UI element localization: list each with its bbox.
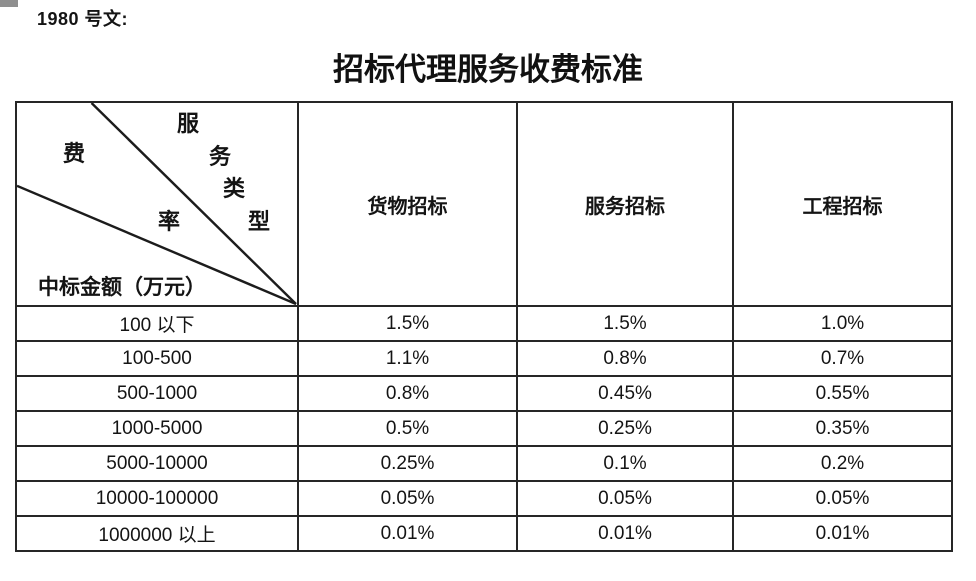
fee-standard-table: 服 务 类 型 费 率 中标金额（万元） 货物招标 服务招标 工程招标 100 … (15, 101, 953, 552)
corner-label-service-type-char: 务 (209, 144, 232, 169)
table-row: 100 以下 1.5% 1.5% 1.0% (15, 305, 953, 342)
rate-value-cell: 1.1% (297, 340, 518, 377)
corner-label-service-type-char: 服 (177, 111, 200, 136)
table-row: 1000-5000 0.5% 0.25% 0.35% (15, 410, 953, 447)
rate-value-cell: 0.01% (297, 515, 518, 552)
corner-label-bid-amount: 中标金额（万元） (38, 275, 206, 299)
corner-label-fee-rate-char: 费 (63, 141, 86, 166)
corner-cell-content: 服 务 类 型 费 率 中标金额（万元） (18, 104, 296, 304)
column-header-engineering: 工程招标 (732, 101, 953, 307)
header-row: 服 务 类 型 费 率 中标金额（万元） 货物招标 服务招标 工程招标 (15, 101, 953, 307)
column-header-goods: 货物招标 (297, 101, 518, 307)
table-row: 1000000 以上 0.01% 0.01% 0.01% (15, 515, 953, 552)
table-corner-cell: 服 务 类 型 费 率 中标金额（万元） (15, 101, 299, 307)
rate-value-cell: 0.45% (516, 375, 734, 412)
amount-range-cell: 1000-5000 (15, 410, 299, 447)
rate-value-cell: 0.25% (297, 445, 518, 482)
table-row: 100-500 1.1% 0.8% 0.7% (15, 340, 953, 377)
rate-value-cell: 0.5% (297, 410, 518, 447)
rate-value-cell: 0.8% (516, 340, 734, 377)
rate-value-cell: 1.5% (297, 305, 518, 342)
doc-number-label: 1980 号文: (37, 9, 129, 29)
rate-value-cell: 0.01% (732, 515, 953, 552)
rate-value-cell: 0.01% (516, 515, 734, 552)
rate-value-cell: 0.05% (297, 480, 518, 517)
table-row: 500-1000 0.8% 0.45% 0.55% (15, 375, 953, 412)
rate-value-cell: 0.2% (732, 445, 953, 482)
rate-value-cell: 0.05% (732, 480, 953, 517)
corner-label-service-type-char: 型 (248, 209, 271, 234)
amount-range-cell: 5000-10000 (15, 445, 299, 482)
rate-value-cell: 0.8% (297, 375, 518, 412)
corner-label-fee-rate-char: 率 (158, 209, 181, 234)
amount-range-cell: 100-500 (15, 340, 299, 377)
table-row: 10000-100000 0.05% 0.05% 0.05% (15, 480, 953, 517)
rate-value-cell: 0.35% (732, 410, 953, 447)
rate-value-cell: 0.1% (516, 445, 734, 482)
column-header-service: 服务招标 (516, 101, 734, 307)
amount-range-cell: 10000-100000 (15, 480, 299, 517)
amount-range-cell: 500-1000 (15, 375, 299, 412)
rate-value-cell: 0.25% (516, 410, 734, 447)
rate-value-cell: 1.5% (516, 305, 734, 342)
diagonal-divider-lines (18, 104, 296, 304)
amount-range-cell: 100 以下 (15, 305, 299, 342)
table-row: 5000-10000 0.25% 0.1% 0.2% (15, 445, 953, 482)
corner-label-service-type-char: 类 (223, 176, 246, 201)
page-title: 招标代理服务收费标准 (333, 52, 643, 87)
rate-value-cell: 0.55% (732, 375, 953, 412)
rate-value-cell: 1.0% (732, 305, 953, 342)
page-corner-artifact (0, 0, 18, 7)
table-body: 100 以下 1.5% 1.5% 1.0% 100-500 1.1% 0.8% 0.7% 500… (15, 305, 953, 552)
rate-value-cell: 0.05% (516, 480, 734, 517)
rate-value-cell: 0.7% (732, 340, 953, 377)
amount-range-cell: 1000000 以上 (15, 515, 299, 552)
